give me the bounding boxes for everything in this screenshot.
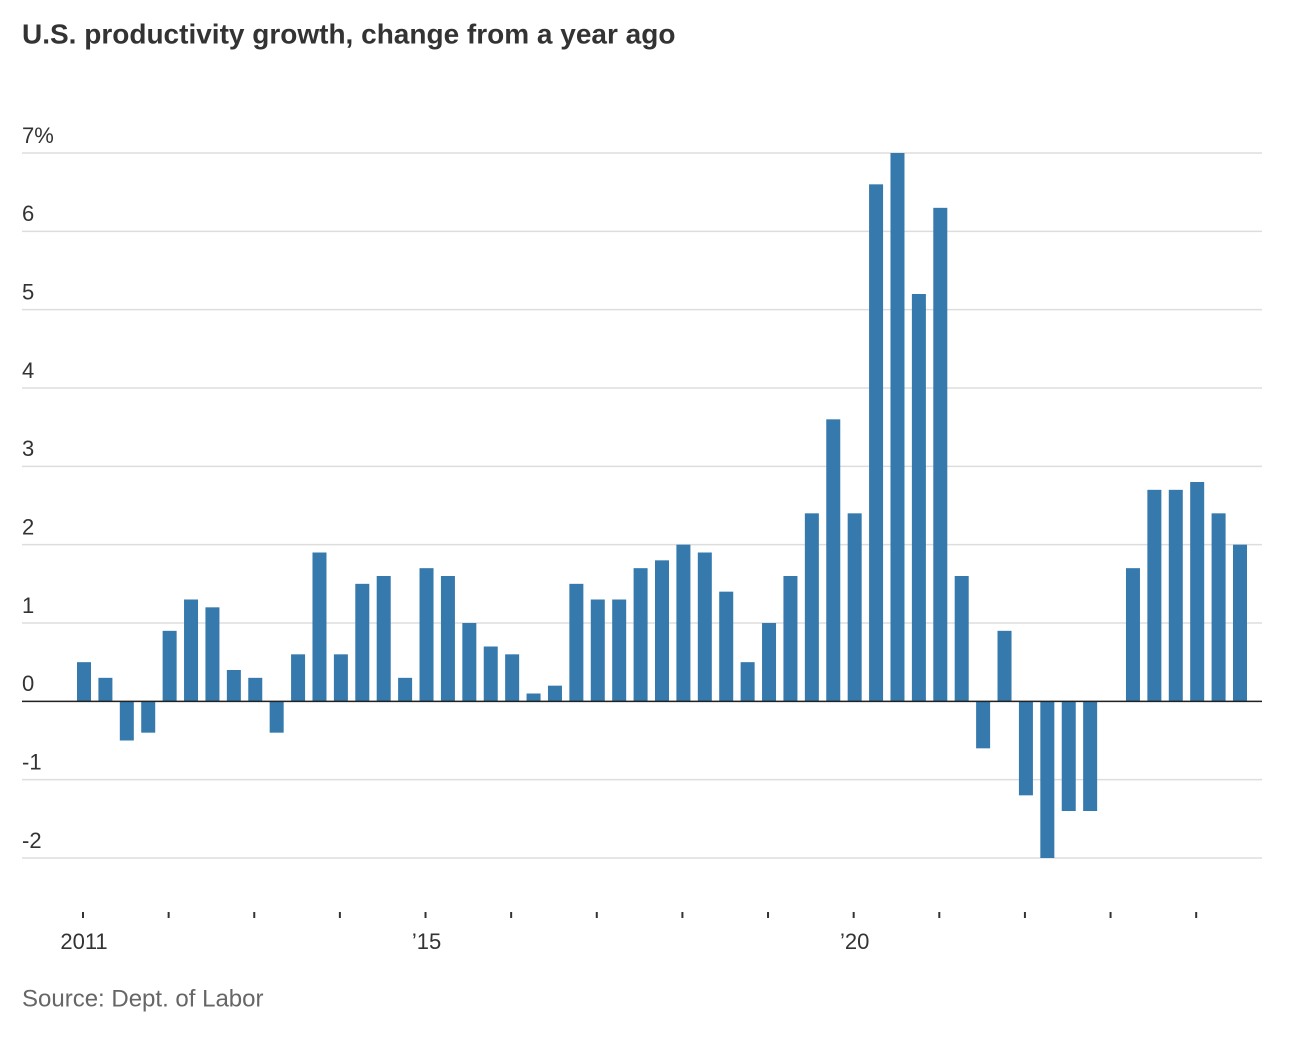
x-tick-label: ’20 [840, 929, 869, 954]
bar [869, 184, 884, 702]
bar [376, 576, 391, 702]
bar [954, 576, 969, 702]
bar [911, 294, 926, 702]
bar [1040, 701, 1055, 858]
y-tick-label: -2 [22, 828, 42, 853]
bar [997, 630, 1012, 702]
bar [569, 583, 584, 702]
bar [440, 576, 455, 702]
y-tick-label: 0 [22, 671, 34, 696]
bar [1083, 701, 1098, 811]
bar [526, 693, 541, 702]
bar [976, 701, 991, 749]
x-tick-label: ’15 [412, 929, 441, 954]
bar [1018, 701, 1033, 796]
bar [1061, 701, 1076, 811]
y-tick-label: 1 [22, 593, 34, 618]
bar [205, 607, 220, 702]
bar [248, 677, 263, 702]
bar [291, 654, 306, 702]
y-tick-label: 6 [22, 201, 34, 226]
bar [141, 701, 156, 733]
bar [1147, 489, 1162, 702]
bar [312, 552, 327, 702]
bar [162, 630, 177, 702]
bar [1211, 513, 1226, 702]
bar [547, 685, 562, 702]
bar [847, 513, 862, 702]
y-tick-label: 2 [22, 514, 34, 539]
bar [398, 677, 413, 702]
y-tick-label: 4 [22, 358, 34, 383]
bar [98, 677, 113, 702]
bar [1233, 544, 1247, 702]
bar [419, 568, 434, 702]
bar [719, 591, 734, 702]
bar [826, 419, 841, 702]
bar [184, 599, 199, 702]
bar [762, 623, 777, 702]
x-tick-label: 2011 [60, 929, 107, 954]
bar [633, 568, 648, 702]
bar [676, 544, 691, 702]
bar [890, 153, 905, 702]
bar [612, 599, 627, 702]
bar [1190, 482, 1205, 702]
bar [655, 560, 669, 702]
bar [804, 513, 819, 702]
bar [77, 662, 91, 702]
bar [462, 623, 477, 702]
bar [590, 599, 605, 702]
y-tick-label: 5 [22, 279, 34, 304]
bar [483, 646, 498, 702]
source-note: Source: Dept. of Labor [22, 985, 263, 1012]
bar [697, 552, 712, 702]
bar [783, 576, 798, 702]
bar [505, 654, 520, 702]
bar [119, 701, 134, 741]
chart-title: U.S. productivity growth, change from a … [22, 18, 675, 49]
bar [269, 701, 284, 733]
bar [933, 207, 948, 702]
bar [226, 670, 241, 702]
bar [740, 662, 755, 702]
bar [1168, 489, 1183, 702]
bar [1125, 568, 1140, 702]
y-tick-label: -1 [22, 749, 42, 774]
y-tick-label: 3 [22, 436, 34, 461]
y-tick-label: 7% [22, 123, 54, 148]
bar [355, 583, 370, 702]
bar [333, 654, 348, 702]
